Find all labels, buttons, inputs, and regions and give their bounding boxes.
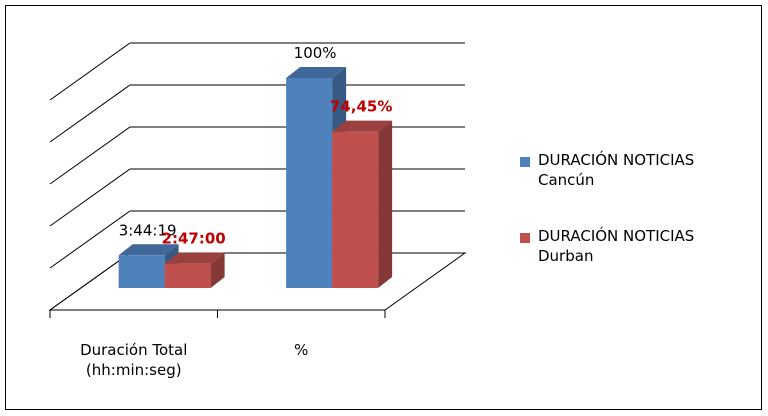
legend-swatch (520, 233, 530, 243)
data-label: 74,45% (330, 98, 392, 116)
bar-top (286, 67, 347, 78)
grid-line (49, 84, 131, 143)
bar-top (332, 120, 393, 132)
grid-line (49, 42, 131, 101)
bar (286, 78, 333, 288)
bar (118, 255, 165, 288)
bar (164, 263, 211, 288)
bar-top (164, 252, 225, 264)
grid-line (49, 210, 131, 269)
bar-side (378, 120, 393, 288)
data-label: 2:47:00 (162, 230, 226, 248)
bar-side (210, 252, 225, 288)
legend-label: DURACIÓN NOTICIAS Durban (538, 227, 695, 265)
legend-label: DURACIÓN NOTICIAS Cancún (538, 151, 695, 189)
bar-top (118, 244, 179, 256)
bar (332, 131, 379, 288)
data-label: 100% (294, 44, 337, 62)
x-tick-label: Duración Total (hh:min:seg) (80, 341, 188, 379)
legend-swatch (520, 157, 530, 167)
floor (48, 252, 467, 311)
grid-line (49, 126, 131, 185)
grid-line (49, 168, 131, 227)
x-tick-label: % (294, 341, 309, 359)
data-label: 3:44:19 (119, 221, 177, 239)
